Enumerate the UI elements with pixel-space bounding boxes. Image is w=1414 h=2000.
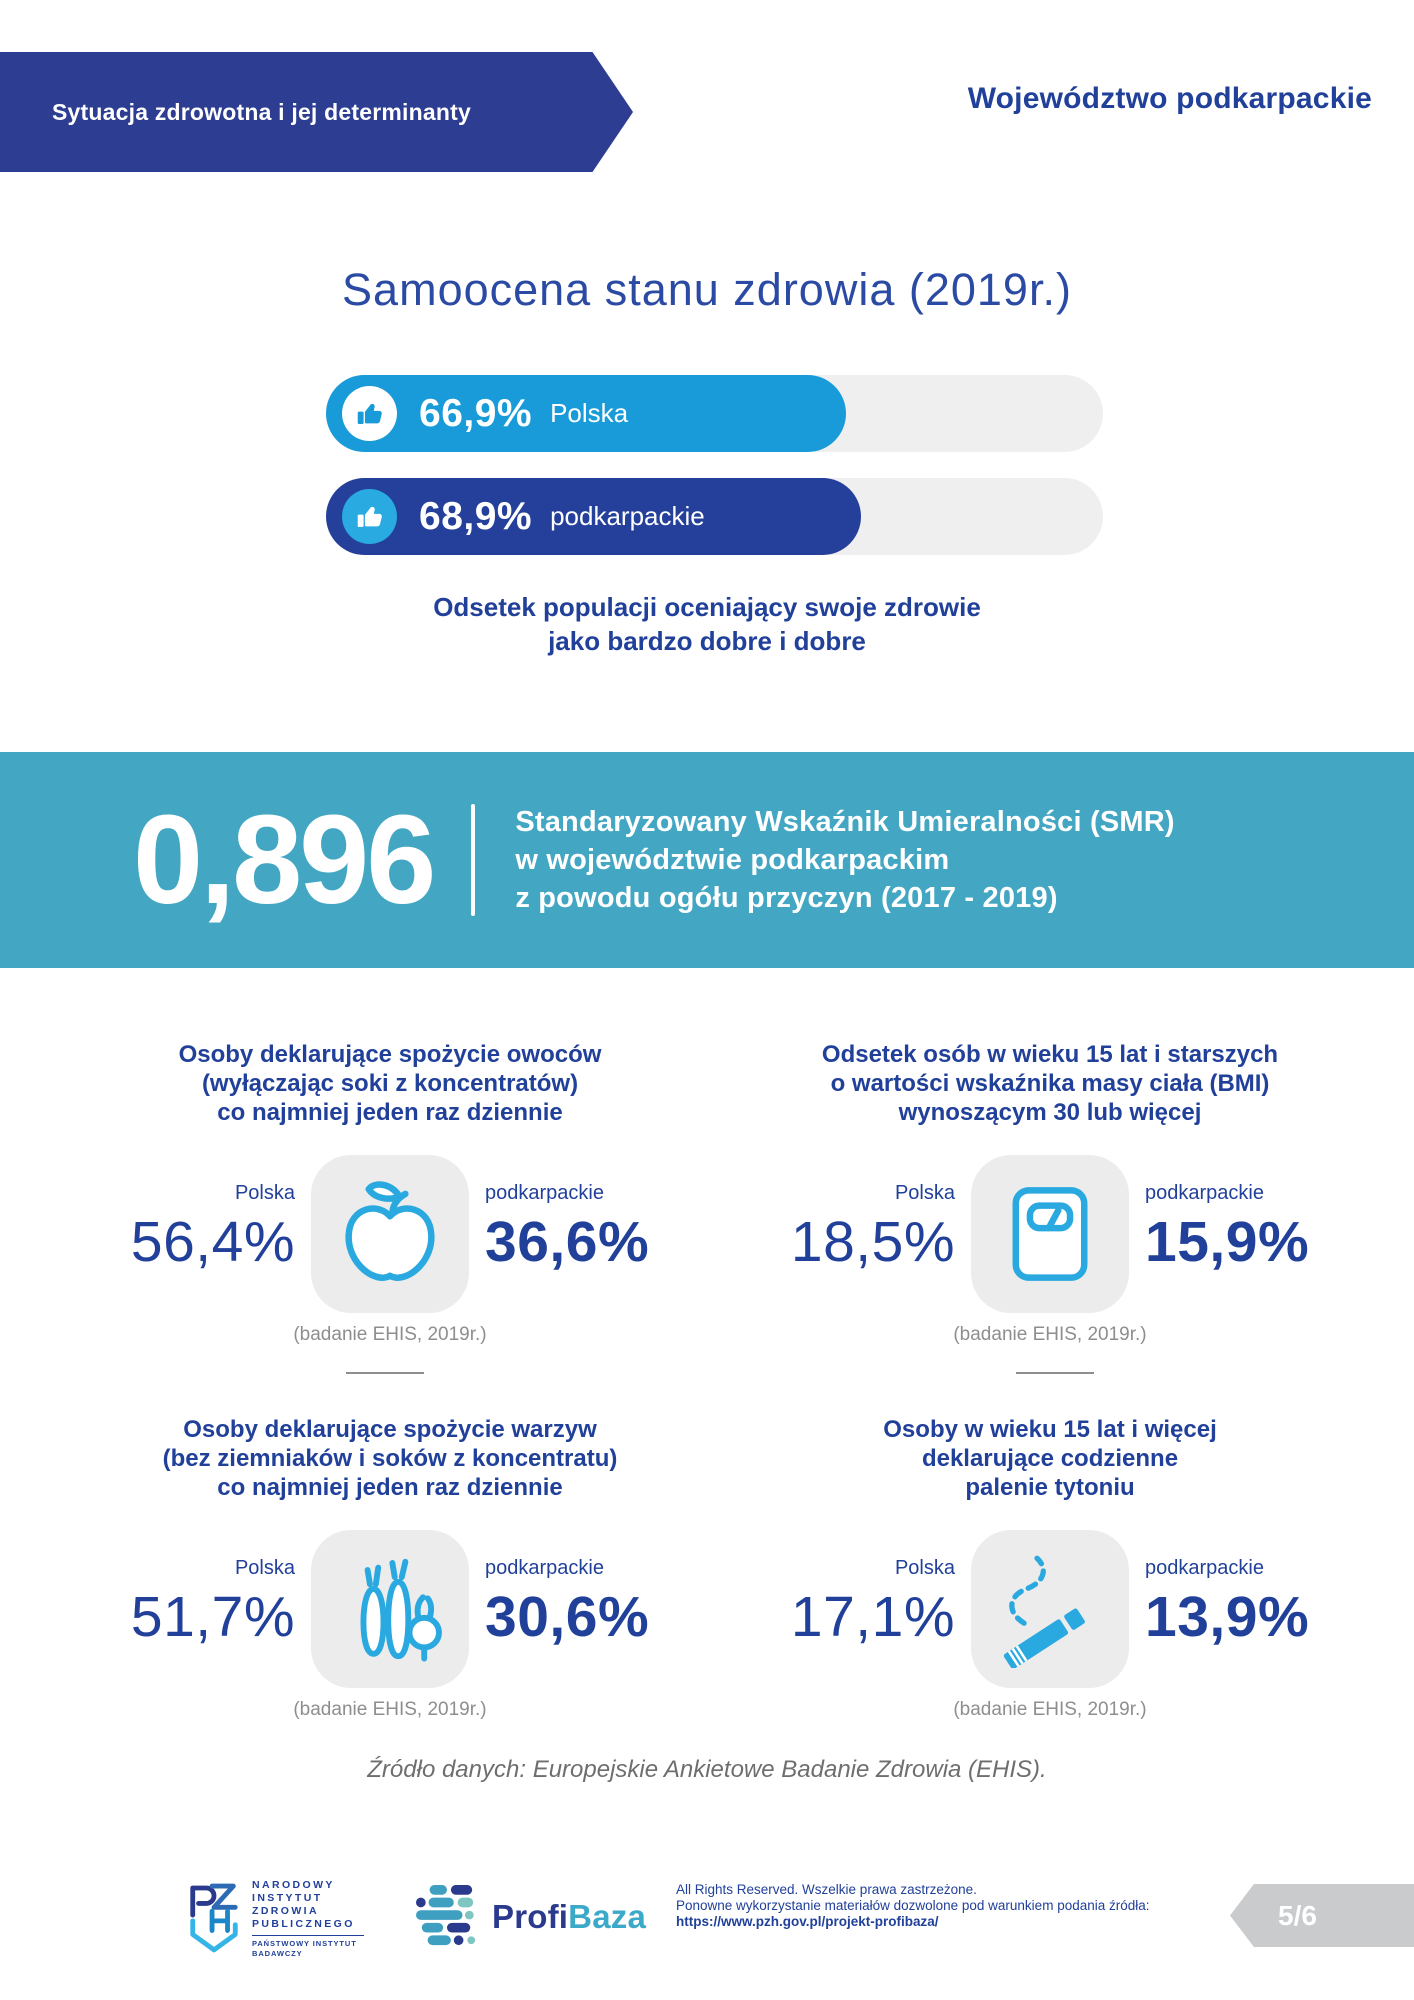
stat-source: (badanie EHIS, 2019r.) <box>293 1324 487 1345</box>
stat-title: Osoby w wieku 15 lat i więcej deklarując… <box>883 1416 1217 1501</box>
header-banner-label: Sytuacja zdrowotna i jej determinanty <box>52 98 471 125</box>
progress-bar-polska: 66,9% Polska <box>326 375 1103 452</box>
progress-bar-podkarpackie: 68,9% podkarpackie <box>326 478 1103 555</box>
scale-icon <box>971 1155 1129 1313</box>
stat-block-vegetables: Osoby deklarujące spożycie warzyw (bez z… <box>60 1415 720 1745</box>
page-number-badge: 5/6 <box>1230 1884 1414 1947</box>
stat-block-smoking: Osoby w wieku 15 lat i więcej deklarując… <box>720 1415 1380 1745</box>
stat-source: (badanie EHIS, 2019r.) <box>953 1324 1147 1345</box>
bar-region: podkarpackie <box>550 501 705 531</box>
stat-title: Osoby deklarujące spożycie warzyw (bez z… <box>162 1416 618 1501</box>
row-divider <box>1016 1372 1094 1374</box>
stat-block-fruit: Osoby deklarujące spożycie owoców (wyłąc… <box>60 1040 720 1370</box>
header-banner: Sytuacja zdrowotna i jej determinanty <box>0 52 633 172</box>
bar-value: 66,9% <box>419 391 533 435</box>
stat-block-bmi: Odsetek osób w wieku 15 lat i starszych … <box>720 1040 1380 1370</box>
stat-polska: Polska 17,1% <box>790 1557 955 1649</box>
smr-description: Standaryzowany Wskaźnik Umieralności (SM… <box>515 806 1175 914</box>
thumbs-up-glyph <box>357 506 382 527</box>
stat-polska: Polska 56,4% <box>130 1182 295 1274</box>
profibaza-url: https://www.pzh.gov.pl/projekt-profibaza… <box>676 1914 939 1929</box>
vegetables-icon <box>311 1530 469 1688</box>
thumbs-up-icon <box>342 489 397 544</box>
bar-region: Polska <box>550 398 629 428</box>
page-title: Samoocena stanu zdrowia (2019r.) <box>342 264 1072 316</box>
progress-fill-podkarpackie <box>326 478 862 555</box>
pzh-logo-rule <box>252 1935 364 1936</box>
profibaza-logo: ProfiBaza <box>416 1884 646 1950</box>
smr-value: 0,896 <box>133 789 436 930</box>
region-title: Województwo podkarpackie <box>967 82 1372 115</box>
pzh-logo-mark <box>190 1883 238 1953</box>
thumbs-up-icon <box>342 386 397 441</box>
bar-value: 68,9% <box>419 494 533 538</box>
thumbs-up-glyph <box>357 403 382 424</box>
stat-source: (badanie EHIS, 2019r.) <box>293 1699 487 1720</box>
stat-source: (badanie EHIS, 2019r.) <box>953 1699 1147 1720</box>
pzh-logo-text: NARODOWY INSTYTUT ZDROWIA PUBLICZNEGO PA… <box>252 1879 364 1958</box>
row-divider <box>346 1372 424 1374</box>
stat-podkarpackie: podkarpackie 36,6% <box>485 1182 650 1274</box>
data-source-note: Źródło danych: Europejskie Ankietowe Bad… <box>367 1756 1047 1783</box>
pzh-logo: NARODOWY INSTYTUT ZDROWIA PUBLICZNEGO PA… <box>185 1879 364 1958</box>
progress-content-polska: 66,9% Polska <box>326 375 628 452</box>
stat-title: Odsetek osób w wieku 15 lat i starszych … <box>821 1041 1279 1126</box>
stat-polska: Polska 51,7% <box>130 1557 295 1649</box>
smr-band: 0,896 Standaryzowany Wskaźnik Umieralnoś… <box>0 752 1414 968</box>
profibaza-logo-mark <box>416 1885 476 1946</box>
rights-text: All Rights Reserved. Wszelkie prawa zast… <box>676 1882 1150 1929</box>
smr-divider <box>471 804 476 916</box>
stat-podkarpackie: podkarpackie 15,9% <box>1145 1182 1310 1274</box>
progress-fill-polska <box>326 375 846 452</box>
progress-content-podkarpackie: 68,9% podkarpackie <box>326 478 705 555</box>
profibaza-logo-text: ProfiBaza <box>492 1898 647 1935</box>
stat-podkarpackie: podkarpackie 30,6% <box>485 1557 650 1649</box>
stat-polska: Polska 18,5% <box>790 1182 955 1274</box>
apple-icon <box>311 1155 469 1313</box>
stat-title: Osoby deklarujące spożycie owoców (wyłąc… <box>178 1041 602 1126</box>
stat-podkarpackie: podkarpackie 13,9% <box>1145 1557 1310 1649</box>
page-number: 5/6 <box>1278 1900 1317 1931</box>
bars-caption: Odsetek populacji oceniający swoje zdrow… <box>433 592 981 656</box>
cigarette-icon <box>971 1530 1129 1688</box>
